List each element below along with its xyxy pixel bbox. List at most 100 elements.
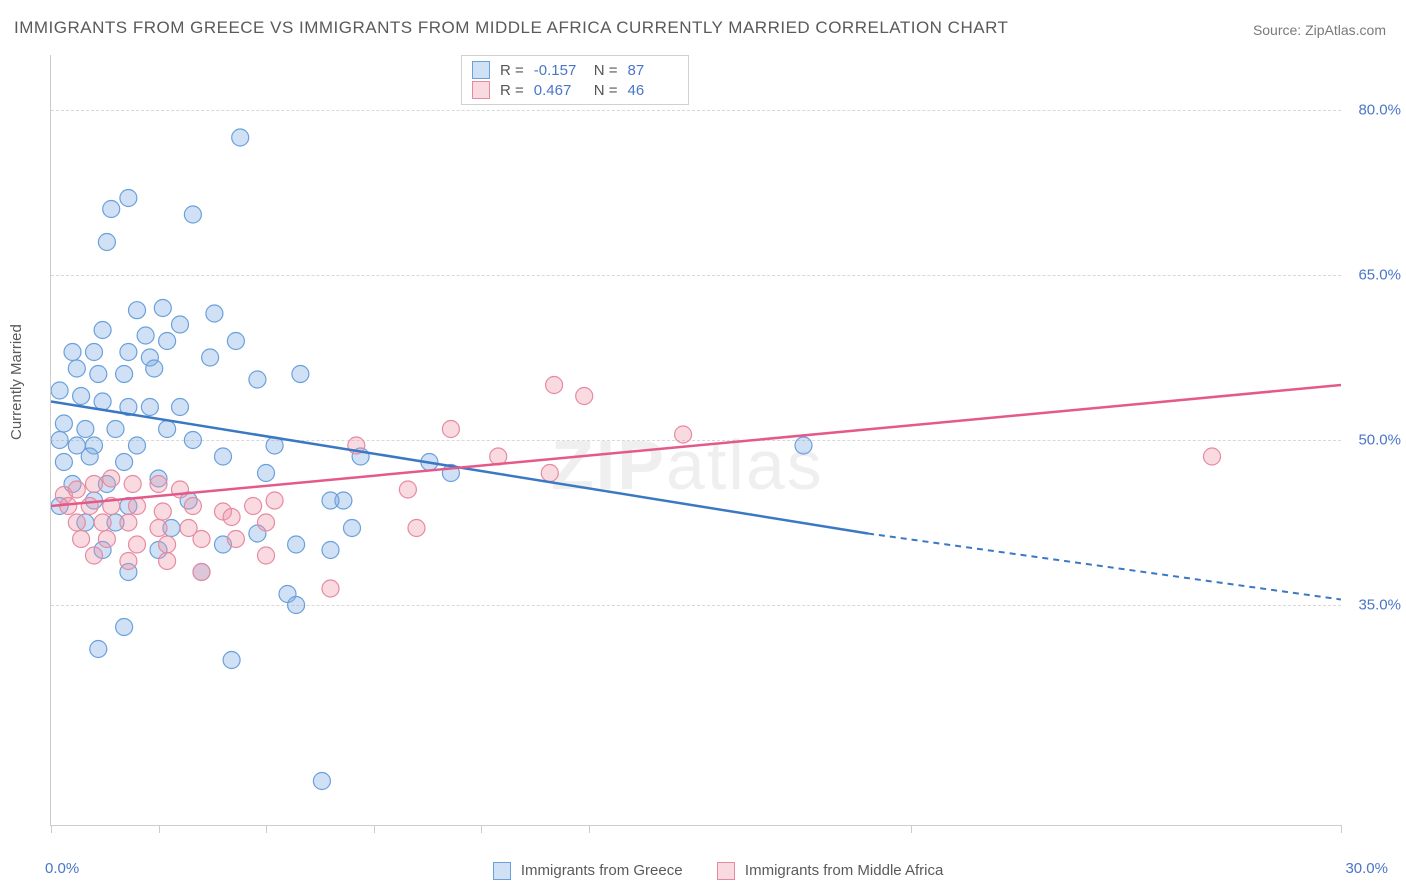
n-label: N = — [594, 82, 618, 99]
scatter-point — [129, 498, 146, 515]
scatter-point — [795, 437, 812, 454]
scatter-point — [546, 377, 563, 394]
scatter-point — [258, 514, 275, 531]
scatter-point — [172, 316, 189, 333]
scatter-point — [86, 547, 103, 564]
scatter-point — [292, 366, 309, 383]
scatter-point — [227, 531, 244, 548]
n-value-greece: 87 — [628, 62, 678, 79]
y-tick-label: 35.0% — [1346, 597, 1401, 614]
y-axis-label: Currently Married — [8, 324, 25, 440]
x-tick-30: 30.0% — [1345, 860, 1388, 877]
scatter-point — [227, 333, 244, 350]
scatter-point — [184, 432, 201, 449]
scatter-point — [322, 580, 339, 597]
scatter-point — [159, 333, 176, 350]
scatter-point — [68, 360, 85, 377]
scatter-point — [77, 421, 94, 438]
scatter-point — [103, 201, 120, 218]
scatter-point — [137, 327, 154, 344]
scatter-point — [206, 305, 223, 322]
scatter-point — [124, 476, 141, 493]
scatter-point — [322, 542, 339, 559]
scatter-point — [223, 652, 240, 669]
scatter-point — [98, 531, 115, 548]
scatter-point — [1204, 448, 1221, 465]
scatter-point — [576, 388, 593, 405]
scatter-point — [90, 366, 107, 383]
x-tick-0: 0.0% — [45, 860, 79, 877]
scatter-point — [120, 553, 137, 570]
r-value-greece: -0.157 — [534, 62, 584, 79]
scatter-point — [86, 476, 103, 493]
scatter-point — [64, 344, 81, 361]
x-tick — [481, 825, 482, 833]
scatter-point — [120, 514, 137, 531]
plot-area: ZIPatlas R = -0.157 N = 87 R = 0.467 N =… — [50, 55, 1341, 826]
scatter-point — [129, 536, 146, 553]
scatter-point — [193, 564, 210, 581]
scatter-point — [129, 302, 146, 319]
scatter-point — [193, 531, 210, 548]
x-tick — [51, 825, 52, 833]
scatter-point — [249, 371, 266, 388]
scatter-point — [202, 349, 219, 366]
scatter-point — [146, 360, 163, 377]
scatter-point — [55, 454, 72, 471]
x-tick — [589, 825, 590, 833]
scatter-point — [313, 773, 330, 790]
y-tick-label: 80.0% — [1346, 102, 1401, 119]
scatter-point — [154, 300, 171, 317]
stats-legend-box: R = -0.157 N = 87 R = 0.467 N = 46 — [461, 55, 689, 105]
stats-row-greece: R = -0.157 N = 87 — [472, 60, 678, 80]
scatter-point — [288, 597, 305, 614]
scatter-point — [107, 421, 124, 438]
bottom-legend: Immigrants from Greece Immigrants from M… — [0, 862, 1406, 880]
scatter-point — [98, 234, 115, 251]
r-label: R = — [500, 82, 524, 99]
scatter-point — [408, 520, 425, 537]
scatter-point — [159, 553, 176, 570]
scatter-point — [150, 476, 167, 493]
y-tick-label: 65.0% — [1346, 267, 1401, 284]
scatter-point — [68, 514, 85, 531]
scatter-point — [55, 415, 72, 432]
trend-line — [51, 385, 1341, 506]
scatter-point — [184, 206, 201, 223]
chart-title: IMMIGRANTS FROM GREECE VS IMMIGRANTS FRO… — [14, 18, 1008, 38]
scatter-point — [129, 437, 146, 454]
scatter-point — [116, 619, 133, 636]
scatter-point — [184, 498, 201, 515]
scatter-point — [81, 498, 98, 515]
legend-swatch-africa — [717, 862, 735, 880]
scatter-point — [120, 190, 137, 207]
n-label: N = — [594, 62, 618, 79]
scatter-point — [172, 399, 189, 416]
scatter-point — [94, 393, 111, 410]
swatch-africa — [472, 81, 490, 99]
scatter-point — [68, 481, 85, 498]
scatter-point — [73, 388, 90, 405]
scatter-point — [94, 322, 111, 339]
scatter-point — [399, 481, 416, 498]
scatter-point — [94, 514, 111, 531]
y-tick-label: 50.0% — [1346, 432, 1401, 449]
r-value-africa: 0.467 — [534, 82, 584, 99]
legend-swatch-greece — [493, 862, 511, 880]
scatter-point — [116, 454, 133, 471]
stats-row-africa: R = 0.467 N = 46 — [472, 80, 678, 100]
scatter-point — [442, 421, 459, 438]
scatter-point — [215, 448, 232, 465]
scatter-point — [116, 366, 133, 383]
legend-label-africa: Immigrants from Middle Africa — [745, 862, 943, 879]
chart-svg — [51, 55, 1341, 825]
scatter-point — [675, 426, 692, 443]
scatter-point — [258, 465, 275, 482]
trend-line-extrapolated — [868, 534, 1341, 600]
x-tick — [266, 825, 267, 833]
scatter-point — [120, 344, 137, 361]
r-label: R = — [500, 62, 524, 79]
scatter-point — [245, 498, 262, 515]
scatter-point — [154, 503, 171, 520]
scatter-point — [141, 399, 158, 416]
